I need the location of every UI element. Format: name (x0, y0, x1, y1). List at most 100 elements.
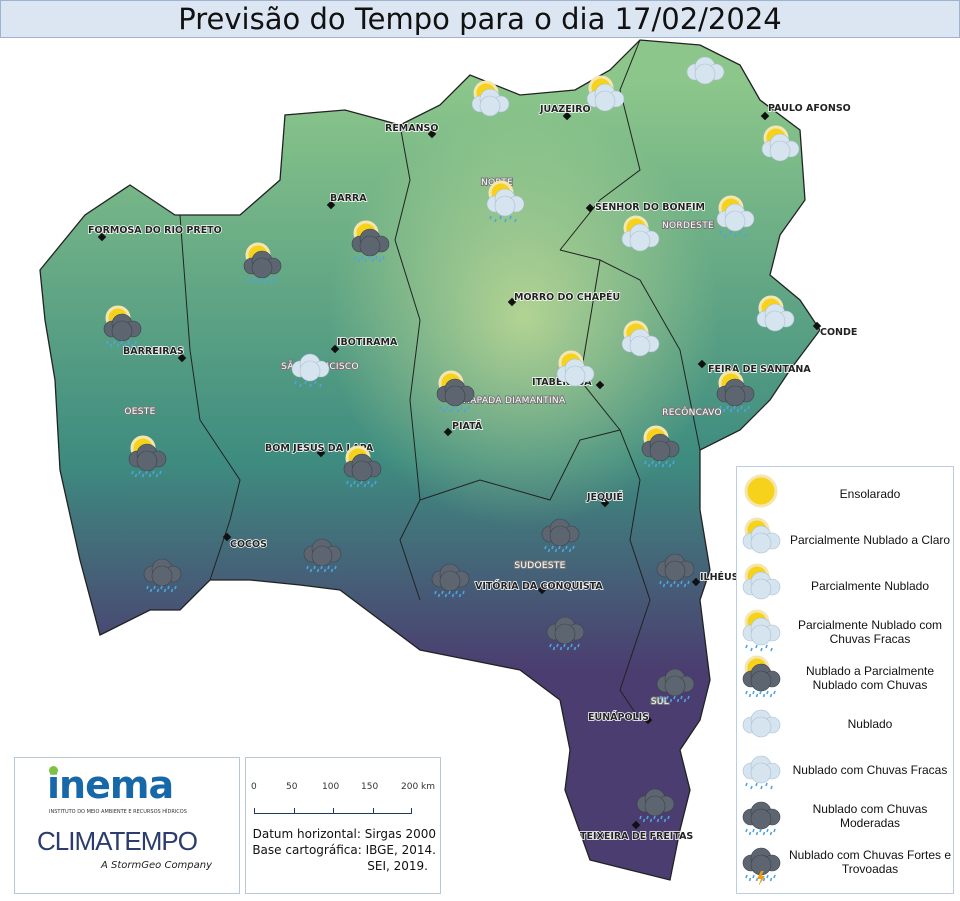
legend-item: Nublado com Chuvas Fracas (737, 747, 955, 793)
nublado-a-parcialmente-nublado-chuvas-icon (742, 655, 781, 698)
scale-tick: 50 (286, 782, 298, 792)
nublado-icon (686, 56, 725, 85)
nublado-chuvas-moderadas-icon (636, 788, 675, 823)
legend-label: Nublado (847, 717, 893, 731)
nublado-chuvas-moderadas-icon (742, 801, 781, 836)
city-marker (812, 321, 822, 331)
city-label: VITÓRIA DA CONQUISTA (475, 580, 603, 592)
parcialmente-nublado-icon (471, 80, 510, 117)
region-label: NORDESTE (662, 221, 714, 231)
city-label: CONDE (820, 327, 857, 338)
nublado-a-parcialmente-nublado-chuvas-icon (351, 220, 390, 263)
parcialmente-nublado-icon (621, 215, 660, 252)
region-label: OESTE (124, 407, 155, 417)
scale-tick: 200 km (401, 782, 436, 792)
city-marker (643, 715, 653, 725)
inema-subtitle: INSTITUTO DO MEIO AMBIENTE E RECURSOS HÍ… (49, 809, 187, 815)
city-label: IBOTIRAMA (337, 337, 398, 348)
city-marker (443, 427, 453, 437)
legend-item: Nublado com Chuvas Fortes e Trovoadas (737, 839, 955, 885)
bahia-map: JUAZEIRO REMANSO PAULO AFONSO BARRA FORMOSA … (39, 39, 858, 881)
base-note: Base cartográfica: IBGE, 2014. (252, 843, 436, 857)
nublado-chuvas-moderadas-icon (546, 616, 585, 651)
parcialmente-nublado-icon (556, 350, 595, 387)
logos-panel: inema INSTITUTO DO MEIO AMBIENTE E RECUR… (14, 757, 240, 894)
parcialmente-nublado-chuvas-fracas-icon (742, 609, 781, 652)
city-marker (697, 359, 707, 369)
nublado-a-parcialmente-nublado-chuvas-icon (716, 370, 755, 413)
state-glow (40, 40, 820, 880)
city-label: REMANSO (385, 123, 438, 134)
city-marker (316, 448, 326, 458)
scale-tick: 100 (322, 782, 340, 792)
city-label: BARRA (330, 193, 367, 204)
sei-note: SEI, 2019. (367, 859, 428, 873)
parcialmente-nublado-a-claro-icon (742, 517, 781, 554)
nublado-icon (742, 709, 781, 738)
nublado-a-parcialmente-nublado-chuvas-icon (243, 242, 282, 285)
nublado-chuvas-moderadas-icon (431, 563, 470, 598)
nublado-a-parcialmente-nublado-chuvas-icon (343, 445, 382, 488)
region-label: SUL (651, 697, 669, 707)
inema-logo: inema (47, 763, 174, 807)
region-label: CHAPADA DIAMANTINA (457, 396, 566, 406)
nublado-chuvas-moderadas-icon (303, 538, 342, 573)
datum-note: Datum horizontal: Sirgas 2000 (252, 827, 436, 841)
parcialmente-nublado-icon (586, 75, 625, 112)
parcialmente-nublado-icon (756, 295, 795, 332)
scale-tick: 150 (361, 782, 379, 792)
parcialmente-nublado-chuvas-fracas-icon (486, 180, 525, 223)
nublado-chuvas-fortes-trovoadas-icon (742, 847, 781, 885)
city-marker (97, 232, 107, 242)
city-label: COCOS (230, 539, 267, 550)
city-label: EUNÁPOLIS (588, 711, 649, 723)
legend-label: Parcialmente Nublado (810, 579, 930, 593)
city-label: JEQUIÉ (586, 491, 623, 503)
city-label: ILHÉUS (700, 571, 739, 583)
scale-panel: 0 50 100 150 200 km Datum horizontal: Si… (245, 757, 441, 894)
nublado-a-parcialmente-nublado-chuvas-icon (128, 435, 167, 478)
legend-item: Parcialmente Nublado a Claro (737, 517, 955, 563)
legend-item: Parcialmente Nublado (737, 563, 955, 609)
nublado-chuvas-moderadas-icon (143, 558, 182, 593)
region-borders (179, 39, 701, 721)
legend-item: Parcialmente Nublado com Chuvas Fracas (737, 609, 955, 655)
climatempo-subtitle: A StormGeo Company (101, 860, 213, 871)
nublado-a-parcialmente-nublado-chuvas-icon (436, 370, 475, 413)
parcialmente-nublado-icon (761, 125, 800, 162)
nublado-chuvas-fracas-icon (742, 755, 781, 790)
nublado-a-parcialmente-nublado-chuvas-icon (641, 425, 680, 468)
parcialmente-nublado-icon (742, 563, 781, 600)
nublado-chuvas-fracas-icon (291, 353, 330, 388)
legend-item: Nublado (737, 701, 955, 747)
legend-item: Nublado com Chuvas Moderadas (737, 793, 955, 839)
legend-item: Ensolarado (737, 471, 955, 517)
legend: Ensolarado Parcialmente Nublado a Claro Pa… (736, 466, 954, 894)
legend-label: Nublado com Chuvas Fortes e Trovoadas (788, 848, 952, 876)
city-marker (595, 380, 605, 390)
scale-tick: 0 (251, 782, 257, 792)
parcialmente-nublado-chuvas-fracas-icon (716, 195, 755, 238)
city-label: PIATÃ (452, 421, 483, 432)
city-marker (427, 129, 437, 139)
nublado-chuvas-moderadas-icon (656, 553, 695, 588)
city-label: BOM JESUS DA LAPA (265, 443, 374, 454)
nublado-a-parcialmente-nublado-chuvas-icon (103, 305, 142, 348)
city-marker (537, 585, 547, 595)
region-label: SUDOESTE (514, 561, 565, 571)
legend-label: Parcialmente Nublado a Claro (789, 533, 951, 547)
city-label: JUAZEIRO (539, 104, 591, 115)
inema-logo-dot (49, 766, 58, 775)
legend-label: Nublado a Parcialmente Nublado com Chuva… (805, 664, 935, 692)
legend-label: Parcialmente Nublado com Chuvas Fracas (797, 618, 943, 646)
city-label: SENHOR DO BONFIM (595, 202, 705, 213)
city-marker (326, 200, 336, 210)
legend-label: Nublado com Chuvas Moderadas (812, 802, 928, 830)
legend-item: Nublado a Parcialmente Nublado com Chuva… (737, 655, 955, 701)
nublado-chuvas-moderadas-icon (656, 668, 695, 703)
legend-label: Ensolarado (839, 487, 901, 501)
city-label: MORRO DO CHAPÉU (514, 291, 620, 303)
city-marker (600, 498, 610, 508)
legend-label: Nublado com Chuvas Fracas (792, 763, 948, 777)
city-marker (507, 297, 517, 307)
